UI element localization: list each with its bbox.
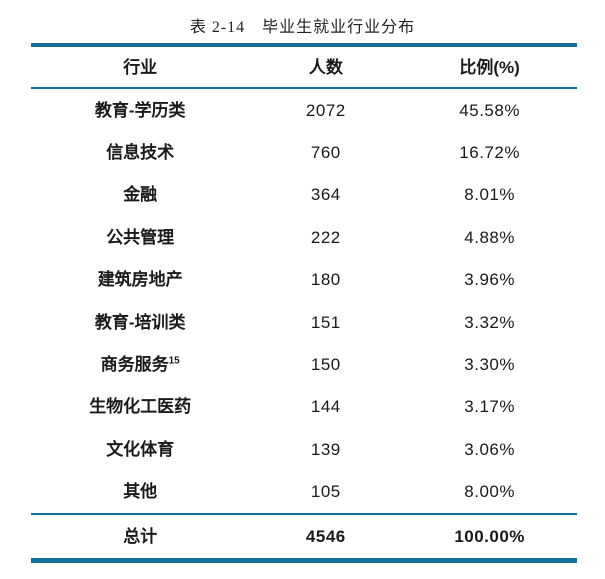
table-row: 其他 105 8.00%	[31, 471, 577, 513]
percent-cell: 45.58%	[459, 100, 520, 120]
industry-cell: 信息技术	[106, 143, 175, 163]
percent-cell: 3.17%	[464, 397, 515, 417]
count-cell: 150	[310, 355, 341, 375]
percent-cell: 3.32%	[464, 312, 515, 332]
industry-cell: 教育-学历类	[94, 100, 186, 120]
table-row: 生物化工医药 144 3.17%	[31, 386, 577, 428]
count-cell: 139	[310, 439, 341, 459]
table-row: 金融 364 8.01%	[31, 174, 577, 216]
column-header-industry: 行业	[123, 57, 158, 77]
total-percent-cell: 100.00%	[454, 526, 525, 546]
industry-cell: 文化体育	[106, 439, 175, 459]
count-cell: 364	[310, 185, 341, 205]
table-row: 商务服务15 150 3.30%	[31, 343, 577, 385]
table-row: 教育-培训类 151 3.32%	[31, 301, 577, 343]
table-total-row: 总计 4546 100.00%	[31, 512, 577, 558]
industry-cell: 生物化工医药	[89, 397, 192, 417]
table-title: 表 2-14 毕业生就业行业分布	[189, 19, 416, 36]
count-cell: 222	[310, 227, 341, 247]
count-cell: 144	[310, 397, 341, 417]
total-count-cell: 4546	[305, 526, 346, 546]
industry-cell: 金融	[123, 185, 158, 205]
column-header-percent: 比例(%)	[459, 57, 520, 77]
percent-cell: 8.00%	[464, 482, 515, 502]
table-header-row: 行业 人数 比例(%)	[31, 47, 577, 89]
count-cell: 180	[310, 270, 341, 290]
footnote-superscript: 15	[168, 355, 180, 367]
total-label-cell: 总计	[123, 526, 158, 546]
table-row: 教育-学历类 2072 45.58%	[31, 89, 577, 131]
industry-cell: 教育-培训类	[94, 312, 186, 332]
count-cell: 151	[310, 312, 341, 332]
industry-cell: 其他	[123, 482, 158, 502]
table-row: 文化体育 139 3.06%	[31, 428, 577, 470]
column-header-count: 人数	[308, 57, 343, 77]
count-cell: 760	[310, 143, 341, 163]
percent-cell: 16.72%	[459, 143, 520, 163]
table-body: 教育-学历类 2072 45.58% 信息技术 760 16.72% 金融 364 8.01% 公…	[31, 89, 577, 513]
count-cell: 2072	[305, 100, 346, 120]
industry-cell: 商务服务15	[100, 355, 180, 375]
percent-cell: 3.96%	[464, 270, 515, 290]
count-cell: 105	[310, 482, 341, 502]
table-row: 建筑房地产 180 3.96%	[31, 259, 577, 301]
percent-cell: 3.30%	[464, 355, 515, 375]
percent-cell: 3.06%	[464, 439, 515, 459]
percent-cell: 4.88%	[464, 227, 515, 247]
percent-cell: 8.01%	[464, 185, 515, 205]
table-row: 公共管理 222 4.88%	[31, 216, 577, 258]
industry-cell: 公共管理	[106, 227, 175, 247]
employment-industry-table: 行业 人数 比例(%) 教育-学历类 2072 45.58% 信息技术 760 16.72…	[31, 43, 577, 563]
industry-cell: 建筑房地产	[97, 270, 183, 290]
table-row: 信息技术 760 16.72%	[31, 131, 577, 173]
